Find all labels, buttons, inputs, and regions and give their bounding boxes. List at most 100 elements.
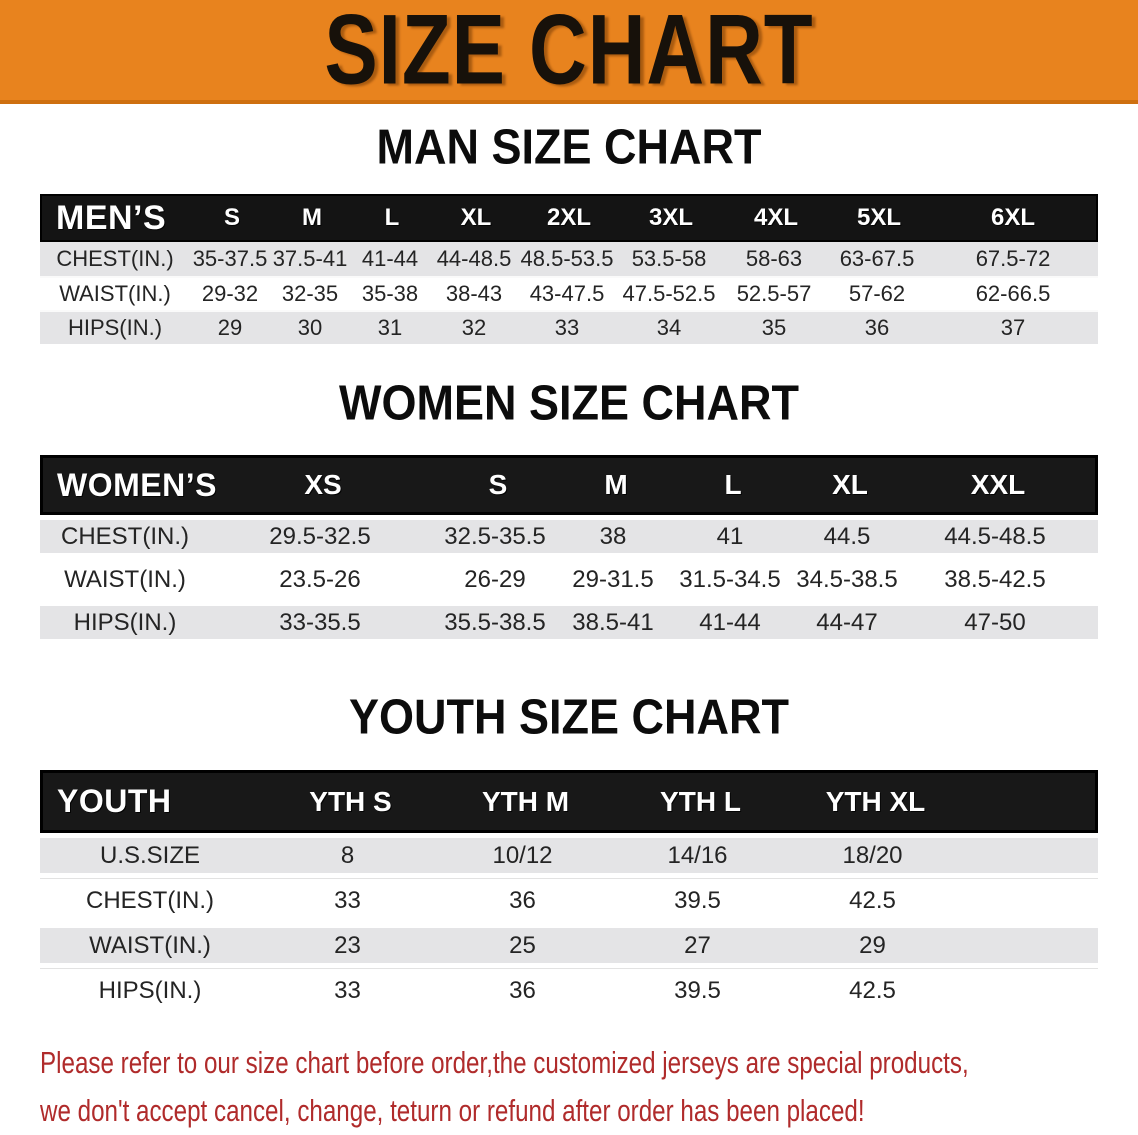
size-value-cell: 52.5-57 (736, 281, 812, 306)
size-value-cell: 34.5-38.5 (796, 565, 898, 593)
youth-hips-row: HIPS(IN.) 33 36 39.5 42.5 (40, 968, 1098, 1013)
size-value-cell: 39.5 (674, 887, 721, 914)
men-waist-row: WAIST(IN.) 29-32 32-35 35-38 38-43 43-47… (40, 276, 1098, 310)
size-value-cell: 47-50 (964, 608, 1026, 636)
men-hips-row: HIPS(IN.) 29 30 31 32 33 34 35 36 37 (40, 310, 1098, 344)
men-size-column-header: L (384, 204, 400, 231)
size-value-cell: 38.5-41 (572, 608, 654, 636)
size-value-cell: 33 (334, 887, 361, 914)
size-value-cell: 35.5-38.5 (444, 608, 546, 636)
men-size-column-header: 2XL (546, 204, 591, 231)
row-label: WAIST(IN.) (89, 931, 211, 959)
youth-ussize-row: U.S.SIZE 8 10/12 14/16 18/20 (40, 833, 1098, 878)
size-value-cell: 44-47 (816, 608, 878, 636)
size-value-cell: 18/20 (842, 841, 903, 869)
size-value-cell: 33-35.5 (279, 608, 361, 636)
size-value-cell: 37.5-41 (272, 246, 348, 271)
notice-line-2: we don't accept cancel, change, teturn o… (40, 1093, 865, 1128)
women-size-column-header: M (604, 469, 628, 500)
row-label: HIPS(IN.) (98, 977, 202, 1004)
size-value-cell: 36 (509, 887, 536, 914)
women-waist-row: WAIST(IN.) 23.5-26 26-29 29-31.5 31.5-34… (40, 558, 1098, 601)
women-size-table: WOMEN’S XS S M L XL XXL CHEST(IN.) 29.5-… (40, 455, 1098, 644)
men-size-column-header: 3XL (648, 204, 693, 231)
size-value-cell: 41 (716, 522, 744, 550)
row-label: CHEST(IN.) (86, 887, 214, 914)
women-size-column-header: L (724, 469, 742, 500)
size-value-cell: 41-44 (699, 608, 761, 636)
row-label: WAIST(IN.) (59, 281, 171, 306)
size-value-cell: 38 (599, 522, 627, 550)
size-value-cell: 33 (554, 315, 580, 340)
size-value-cell: 48.5-53.5 (520, 246, 614, 271)
order-notice: Please refer to our size chart before or… (0, 1039, 1138, 1135)
size-value-cell: 38.5-42.5 (944, 565, 1046, 593)
size-value-cell: 35 (761, 315, 787, 340)
size-value-cell: 29 (217, 315, 243, 340)
size-value-cell: 38-43 (445, 281, 503, 306)
size-value-cell: 42.5 (849, 887, 896, 914)
men-table-corner-label: MEN’S (56, 198, 167, 237)
men-table-header-row: MEN’S S M L XL 2XL 3XL 4XL 5XL 6XL (40, 194, 1098, 242)
size-value-cell: 31.5-34.5 (679, 565, 781, 593)
size-value-cell: 43-47.5 (529, 281, 605, 306)
women-table-corner-label: WOMEN’S (57, 466, 217, 503)
size-value-cell: 34 (656, 315, 682, 340)
size-value-cell: 41-44 (361, 246, 419, 271)
size-value-cell: 67.5-72 (975, 246, 1051, 271)
size-value-cell: 37 (1000, 315, 1026, 340)
row-label: CHEST(IN.) (61, 522, 189, 550)
size-value-cell: 32 (461, 315, 487, 340)
size-value-cell: 35-38 (361, 281, 419, 306)
size-value-cell: 62-66.5 (975, 281, 1051, 306)
size-value-cell: 14/16 (667, 841, 728, 869)
notice-line-1: Please refer to our size chart before or… (40, 1045, 969, 1080)
youth-size-column-header: YTH S (309, 785, 392, 817)
men-size-column-header: XL (460, 204, 492, 231)
men-chest-row: CHEST(IN.) 35-37.5 37.5-41 41-44 44-48.5… (40, 242, 1098, 276)
size-value-cell: 29.5-32.5 (269, 522, 371, 550)
youth-size-table: YOUTH YTH S YTH M YTH L YTH XL U.S.SIZE … (40, 770, 1098, 1013)
size-value-cell: 25 (509, 931, 536, 959)
size-value-cell: 44.5 (823, 522, 871, 550)
size-value-cell: 8 (340, 841, 355, 869)
youth-size-column-header: YTH XL (825, 785, 926, 817)
size-value-cell: 35-37.5 (192, 246, 268, 271)
youth-section-heading: YOUTH SIZE CHART (348, 688, 789, 745)
women-size-column-header: XS (304, 469, 342, 500)
banner: SIZE CHART (0, 0, 1138, 105)
size-value-cell: 44.5-48.5 (944, 522, 1046, 550)
women-size-column-header: XXL (970, 469, 1026, 500)
row-label: HIPS(IN.) (73, 608, 177, 636)
size-value-cell: 32.5-35.5 (444, 522, 546, 550)
men-size-table: MEN’S S M L XL 2XL 3XL 4XL 5XL 6XL CHEST… (40, 194, 1098, 344)
size-value-cell: 32-35 (281, 281, 339, 306)
men-section-heading: MAN SIZE CHART (376, 118, 762, 175)
youth-size-column-header: YTH L (660, 785, 741, 817)
size-value-cell: 47.5-52.5 (622, 281, 716, 306)
men-size-column-header: 5XL (856, 204, 901, 231)
row-label: CHEST(IN.) (56, 246, 174, 271)
size-value-cell: 36 (864, 315, 890, 340)
size-value-cell: 63-67.5 (839, 246, 915, 271)
size-value-cell: 30 (297, 315, 323, 340)
youth-table-header-row: YOUTH YTH S YTH M YTH L YTH XL (40, 770, 1098, 833)
row-label: U.S.SIZE (99, 841, 201, 869)
size-value-cell: 39.5 (674, 977, 721, 1004)
youth-chest-row: CHEST(IN.) 33 36 39.5 42.5 (40, 878, 1098, 923)
size-value-cell: 29-32 (201, 281, 259, 306)
women-hips-row: HIPS(IN.) 33-35.5 35.5-38.5 38.5-41 41-4… (40, 601, 1098, 644)
banner-title: SIZE CHART (324, 0, 814, 105)
men-size-column-header: S (223, 204, 240, 231)
men-size-column-header: M (302, 204, 322, 231)
youth-size-column-header: YTH M (481, 785, 570, 817)
size-value-cell: 36 (509, 977, 536, 1004)
women-size-column-header: XL (832, 469, 868, 500)
size-value-cell: 23 (334, 931, 361, 959)
size-value-cell: 42.5 (849, 977, 896, 1004)
women-section-heading: WOMEN SIZE CHART (339, 374, 799, 431)
size-value-cell: 57-62 (848, 281, 906, 306)
size-value-cell: 58-63 (745, 246, 803, 271)
row-label: WAIST(IN.) (64, 565, 186, 593)
